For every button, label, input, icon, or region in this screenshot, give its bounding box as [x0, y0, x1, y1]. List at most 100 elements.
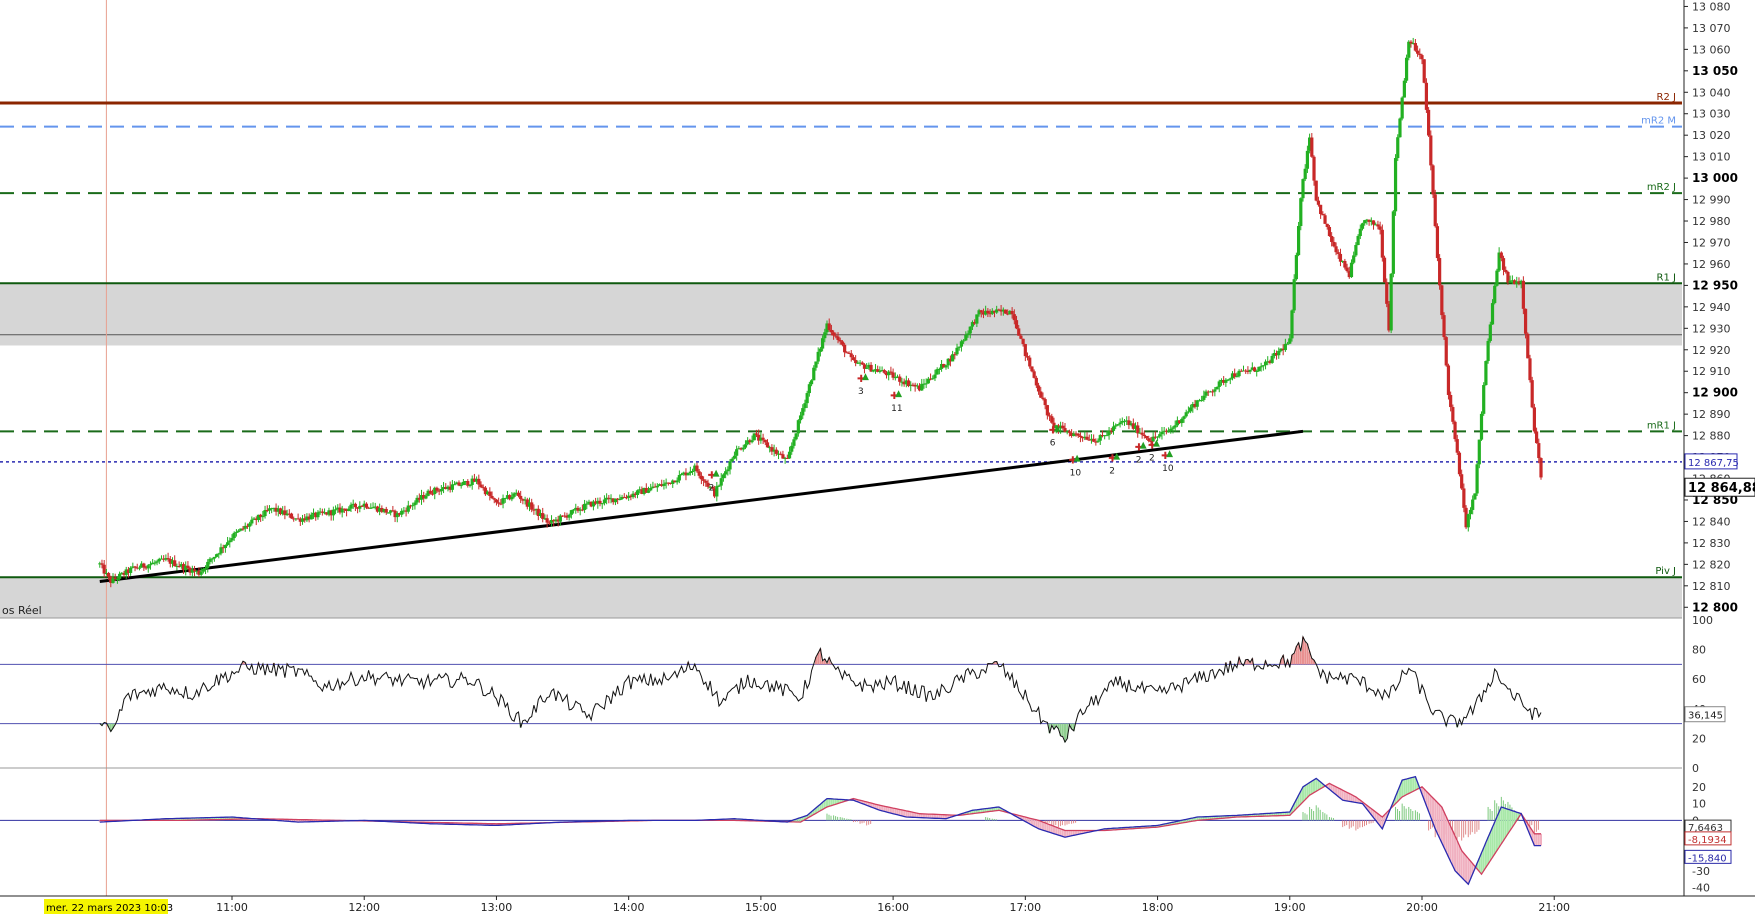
candle-body	[638, 489, 642, 491]
candle-body	[988, 313, 992, 315]
candle-body	[384, 508, 388, 513]
price-tick-label: 12 970	[1692, 236, 1731, 249]
candle-body	[1138, 432, 1142, 434]
candle-body	[417, 497, 421, 500]
candle-body	[616, 498, 620, 500]
candle-body	[1070, 432, 1074, 436]
candle-body	[1290, 310, 1294, 339]
signal-count: 2	[1149, 453, 1155, 463]
candle-body	[695, 465, 699, 472]
price-tick-label: 12 990	[1692, 194, 1731, 207]
candle-body	[342, 508, 346, 510]
candle-body	[1391, 211, 1395, 274]
candle-body	[1460, 474, 1464, 489]
zone-band	[0, 577, 1682, 618]
candle-body	[102, 564, 106, 574]
candle-body	[523, 499, 527, 501]
candle-body	[1061, 425, 1065, 429]
candle-body	[1327, 226, 1332, 237]
candle-body	[181, 564, 186, 571]
price-tick-label: 12 880	[1692, 430, 1731, 443]
candle-body	[1475, 464, 1479, 494]
candle-body	[1078, 435, 1083, 437]
signal-count: 2	[709, 484, 715, 494]
price-tick-label: 13 060	[1692, 43, 1731, 56]
candle-body	[651, 486, 655, 488]
candle-body	[812, 367, 816, 381]
candle-body	[1182, 416, 1186, 419]
price-tick-label: 12 920	[1692, 344, 1731, 357]
candle-body	[1473, 493, 1477, 500]
candle-body	[1415, 50, 1420, 54]
candle-body	[1065, 431, 1069, 433]
candle-body	[430, 493, 435, 495]
candle-body	[620, 496, 624, 500]
candle-body	[587, 501, 591, 504]
candle-body	[450, 484, 454, 490]
candle-body	[305, 516, 309, 521]
candle-body	[653, 486, 657, 488]
candle-body	[697, 471, 701, 476]
candle-body	[574, 507, 578, 510]
candle-body	[1241, 370, 1246, 372]
candle-body	[1136, 425, 1140, 434]
candle-body	[1111, 426, 1116, 431]
candle-body	[411, 505, 415, 507]
candle-body	[1158, 434, 1162, 437]
candle-body	[968, 326, 972, 334]
candle-body	[1105, 435, 1109, 437]
signal-arrow-down: ✚	[857, 374, 865, 385]
candle-body	[1114, 425, 1118, 427]
candle-body	[118, 573, 122, 579]
candle-body	[1512, 280, 1517, 285]
candle-body	[1345, 267, 1349, 272]
candle-body	[1096, 440, 1100, 442]
ref-price-value: 12 867,75	[1688, 458, 1739, 469]
candle-body	[1431, 165, 1435, 195]
candle-body	[1323, 215, 1327, 224]
candle-body	[1310, 137, 1314, 157]
candle-body	[794, 433, 798, 440]
candle-body	[135, 567, 139, 569]
candle-body	[470, 478, 474, 485]
candle-body	[463, 481, 468, 483]
candle-body	[1349, 262, 1354, 278]
candle-body	[214, 554, 219, 557]
candle-body	[433, 487, 437, 495]
candle-body	[1338, 253, 1343, 262]
candle-body	[911, 384, 915, 386]
candle-body	[1257, 366, 1261, 371]
signal-count: 10	[1070, 469, 1082, 479]
candle-body	[1482, 385, 1486, 414]
rsi-line	[99, 635, 1542, 744]
candle-body	[1374, 224, 1378, 226]
candle-body	[1100, 435, 1105, 437]
candle-body	[627, 495, 631, 498]
candle-body	[177, 566, 181, 568]
candle-body	[173, 560, 177, 567]
candle-body	[1493, 285, 1497, 304]
candle-body	[263, 510, 267, 517]
candle-body	[148, 564, 153, 566]
candle-body	[704, 480, 708, 483]
candle-body	[413, 502, 417, 506]
candle-body	[1352, 255, 1356, 263]
last-price-tag	[1684, 477, 1755, 497]
candle-body	[1506, 271, 1510, 283]
candle-body	[1404, 57, 1409, 81]
candle-body	[1239, 370, 1243, 372]
candle-body	[327, 510, 331, 515]
candle-body	[582, 503, 587, 510]
candle-body	[783, 457, 787, 459]
candle-body	[267, 508, 272, 511]
candle-body	[763, 439, 767, 443]
candle-body	[1081, 436, 1085, 439]
macd-panel	[0, 767, 1682, 886]
candle-body	[1043, 399, 1047, 406]
candle-body	[1429, 135, 1433, 166]
candle-body	[1457, 452, 1462, 475]
candle-body	[1534, 431, 1539, 444]
rsi-value: 36,145	[1688, 711, 1723, 722]
